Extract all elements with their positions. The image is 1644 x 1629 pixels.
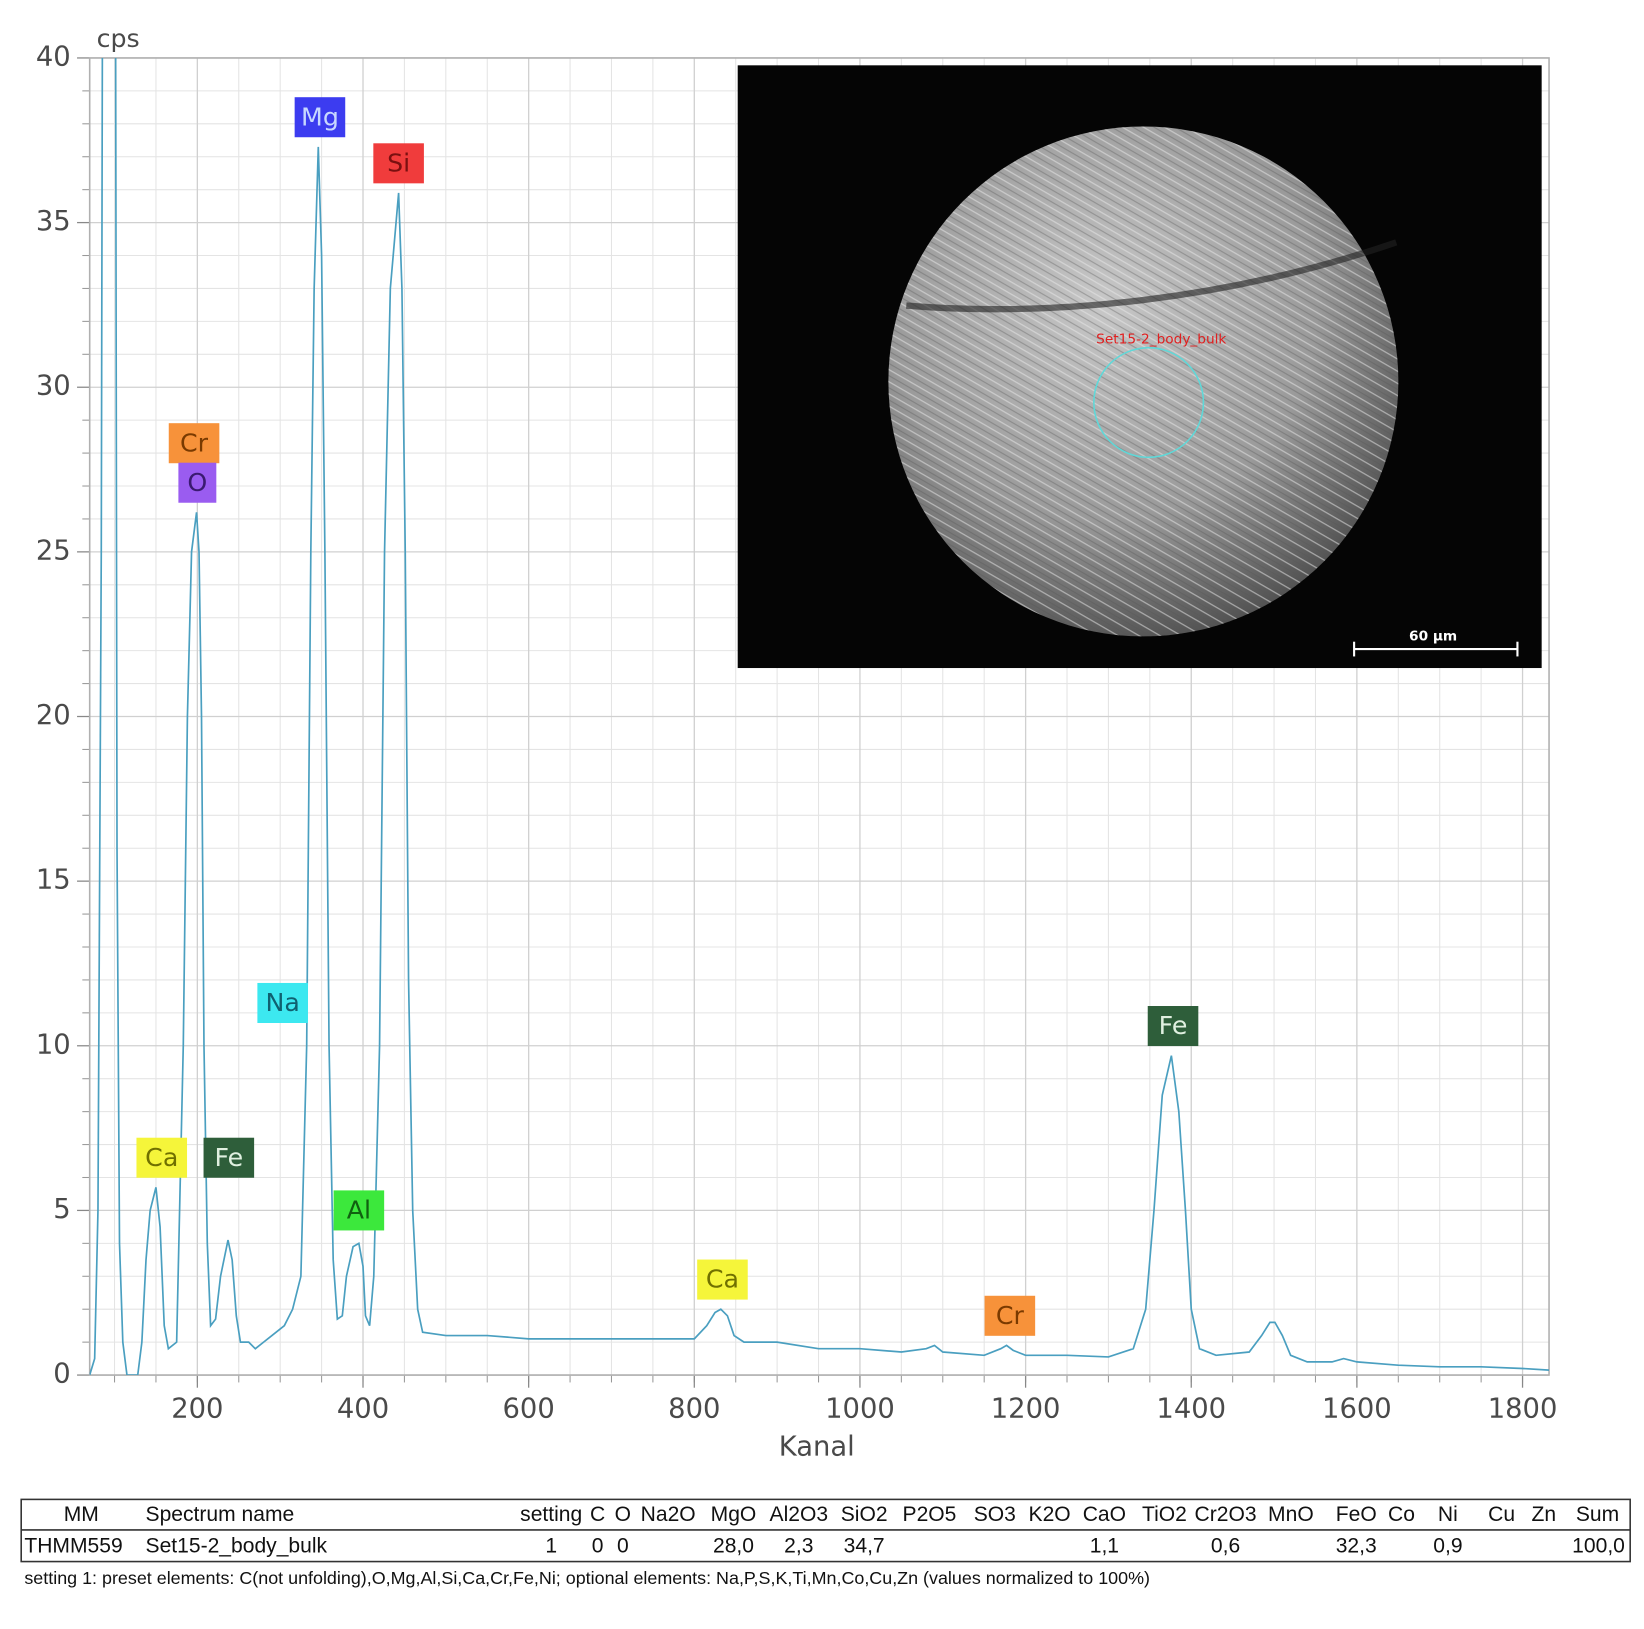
- table-header-cell: O: [615, 1503, 631, 1526]
- x-axis-label: Kanal: [779, 1431, 855, 1462]
- y-tick-label: 25: [36, 535, 71, 566]
- y-tick-label: 30: [36, 371, 71, 402]
- table-header-cell: MnO: [1268, 1503, 1314, 1526]
- table-header-cell: Cr2O3: [1195, 1503, 1257, 1526]
- table-header-cell: Cu: [1488, 1503, 1515, 1526]
- peak-label: Cr: [180, 428, 209, 457]
- peak-label-box: [1147, 1006, 1199, 1047]
- peak-label-box: [203, 1137, 255, 1178]
- table-cell: 1: [545, 1534, 557, 1557]
- y-tick-label: 35: [36, 206, 71, 237]
- table-header-cell: setting: [520, 1503, 582, 1526]
- table-cell: Set15-2_body_bulk: [146, 1534, 328, 1557]
- table-header-cell: FeO: [1336, 1503, 1377, 1526]
- peak-label: Al: [347, 1195, 371, 1224]
- crack: [906, 239, 1398, 313]
- y-tick-label: 5: [53, 1194, 70, 1225]
- table-header-cell: Spectrum name: [146, 1503, 295, 1526]
- table-header-cell: MgO: [711, 1503, 757, 1526]
- table-cell: 0: [592, 1534, 604, 1557]
- table-cell: 0,6: [1211, 1534, 1240, 1557]
- peak-label: Fe: [214, 1143, 243, 1172]
- table-header-cell: Zn: [1531, 1503, 1556, 1526]
- y-tick-label: 40: [36, 41, 71, 72]
- peak-label: O: [187, 468, 207, 497]
- peak-label-box: [136, 1137, 188, 1178]
- table-header-cell: P2O5: [903, 1503, 957, 1526]
- x-tick-label: 1800: [1488, 1393, 1558, 1424]
- table-header-cell: SiO2: [841, 1503, 888, 1526]
- table-cell: 28,0: [713, 1534, 754, 1557]
- table-header-cell: Na2O: [641, 1503, 696, 1526]
- inset-image: Set15-2_body_bulk 60 µm: [737, 65, 1542, 669]
- spectrum-line: [89, 57, 1550, 1376]
- peak-label: Ca: [145, 1143, 178, 1172]
- peak-label: Cr: [996, 1301, 1025, 1330]
- table-header-cell: CaO: [1083, 1503, 1126, 1526]
- table-header-cell: Al2O3: [770, 1503, 829, 1526]
- x-tick-label: 200: [171, 1393, 223, 1424]
- table-cell: 1,1: [1090, 1534, 1119, 1557]
- table-cell: 2,3: [784, 1534, 813, 1557]
- table-header-cell: Ni: [1438, 1503, 1458, 1526]
- x-tick-label: 400: [337, 1393, 389, 1424]
- sphere-texture: [888, 126, 1399, 637]
- spot-label: Set15-2_body_bulk: [1096, 331, 1226, 347]
- peak-label-box: [373, 143, 424, 184]
- table-header-cell: Sum: [1576, 1503, 1619, 1526]
- y-axis-label: cps: [97, 24, 140, 53]
- table-cell: 0,9: [1433, 1534, 1462, 1557]
- x-tick-label: 1600: [1322, 1393, 1392, 1424]
- peak-label-box: [294, 97, 346, 138]
- table-header-cell: Co: [1388, 1503, 1415, 1526]
- plot-frame: [88, 57, 1550, 1376]
- peak-label: Fe: [1159, 1011, 1188, 1040]
- peak-label-box: [984, 1295, 1036, 1336]
- table-cell: THMM559: [24, 1534, 122, 1557]
- spot-circle: [1093, 346, 1205, 459]
- peak-label-box: [178, 462, 217, 503]
- x-tick-label: 1200: [991, 1393, 1061, 1424]
- table: MM Spectrum name setting C O Na2O MgO Al2O3 SiO2…: [20, 1498, 1631, 1563]
- y-tick-label: 10: [36, 1029, 71, 1060]
- table-cell: 0: [617, 1534, 629, 1557]
- table-cell: 34,7: [844, 1534, 885, 1557]
- footnote: setting 1: preset elements: C(not unfold…: [24, 1568, 1150, 1588]
- peak-label: Ca: [706, 1265, 739, 1294]
- plot-area: [89, 57, 1550, 1376]
- x-tick-label: 1000: [825, 1393, 895, 1424]
- x-tick-label: 1400: [1156, 1393, 1226, 1424]
- table-header-cell: K2O: [1029, 1503, 1071, 1526]
- table-cell: 100,0: [1572, 1534, 1625, 1557]
- peak-label-box: [333, 1190, 385, 1231]
- table-header-cell: SO3: [974, 1503, 1016, 1526]
- y-tick-label: 0: [53, 1359, 70, 1390]
- table-header-cell: C: [590, 1503, 605, 1526]
- peak-label-box: [697, 1259, 748, 1300]
- peak-label: Si: [387, 148, 410, 177]
- table-header-cell: TiO2: [1142, 1503, 1187, 1526]
- peak-label-box: [257, 982, 308, 1023]
- table-cell: 32,3: [1336, 1534, 1377, 1557]
- peak-label-box: [168, 423, 220, 464]
- scale-label: 60 µm: [1409, 628, 1457, 644]
- y-tick-label: 15: [36, 865, 71, 896]
- x-tick-label: 600: [503, 1393, 555, 1424]
- peak-label: Mg: [301, 102, 339, 131]
- table-header-cell: MM: [64, 1503, 99, 1526]
- peak-label: Na: [265, 988, 299, 1017]
- x-tick-label: 800: [668, 1393, 720, 1424]
- y-tick-label: 20: [36, 700, 71, 731]
